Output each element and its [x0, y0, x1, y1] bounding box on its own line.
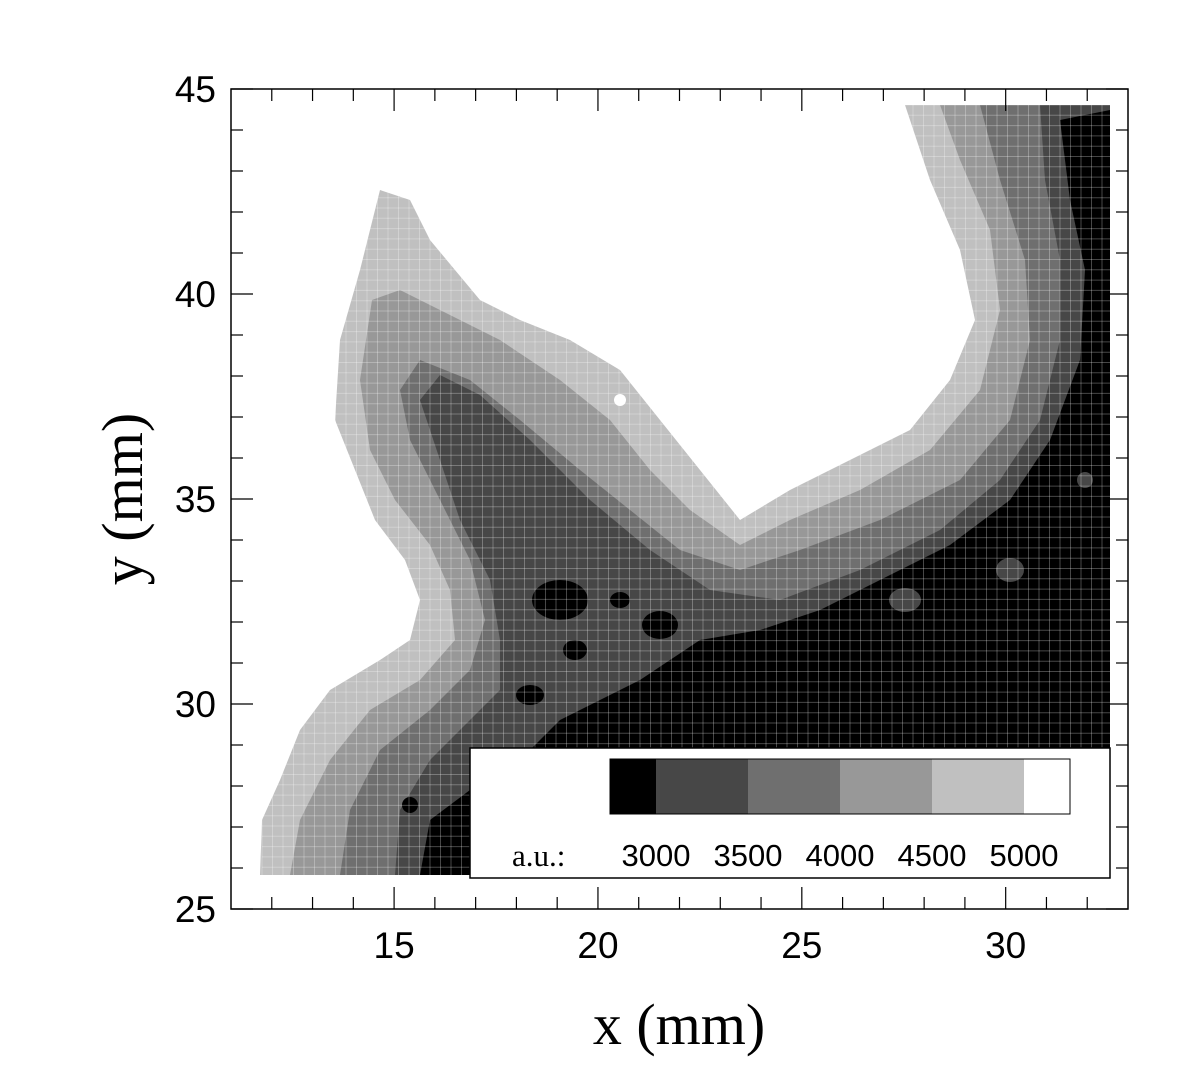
legend-level-label: 3500: [714, 838, 783, 873]
legend-swatch: [932, 759, 1024, 814]
legend-swatch: [656, 759, 748, 814]
legend-prefix: a.u.:: [512, 838, 565, 873]
gray-island: [1077, 472, 1093, 488]
legend-swatches: [609, 758, 1071, 815]
y-tick-label: 35: [175, 479, 216, 520]
contour-field: [260, 105, 1110, 875]
legend-level-label: 5000: [990, 838, 1059, 873]
gray-island: [889, 588, 921, 612]
y-tick-label: 25: [175, 889, 216, 930]
legend-swatch: [1024, 759, 1070, 814]
contour-level-below-3000: [420, 110, 1110, 875]
legend-swatch-border: [609, 758, 1071, 815]
x-tick-label: 20: [577, 925, 618, 966]
x-tick-label: 15: [374, 925, 415, 966]
x-tick-label: 25: [781, 925, 822, 966]
dark-island: [402, 797, 418, 813]
dark-island: [532, 580, 588, 620]
y-axis-title: y (mm): [90, 413, 155, 585]
legend-swatch: [748, 759, 840, 814]
x-tick-label: 30: [985, 925, 1026, 966]
legend-level-label: 4000: [806, 838, 875, 873]
y-tick-label: 45: [175, 69, 216, 110]
x-axis-title: x (mm): [593, 992, 765, 1057]
y-tick-label: 40: [175, 274, 216, 315]
dark-island: [516, 685, 544, 705]
legend-swatch: [840, 759, 932, 814]
legend-level-label: 3000: [622, 838, 691, 873]
dark-island: [563, 640, 587, 660]
legend-swatch: [610, 759, 656, 814]
legend-labels: 3000 3500 4000 4500 5000: [622, 838, 1059, 873]
dark-island: [642, 611, 678, 639]
gray-island: [996, 558, 1024, 582]
legend: a.u.: 3000 3500 4000 4500 5000: [469, 747, 1111, 879]
legend-level-label: 4500: [898, 838, 967, 873]
white-spot: [614, 394, 626, 406]
dark-island: [610, 592, 630, 608]
y-axis-ticks: 25 30 35 40 45: [175, 69, 1128, 930]
y-tick-label: 30: [175, 684, 216, 725]
x-axis-ticks: 15 20 25 30: [271, 89, 1088, 966]
white-spot: [905, 155, 919, 169]
